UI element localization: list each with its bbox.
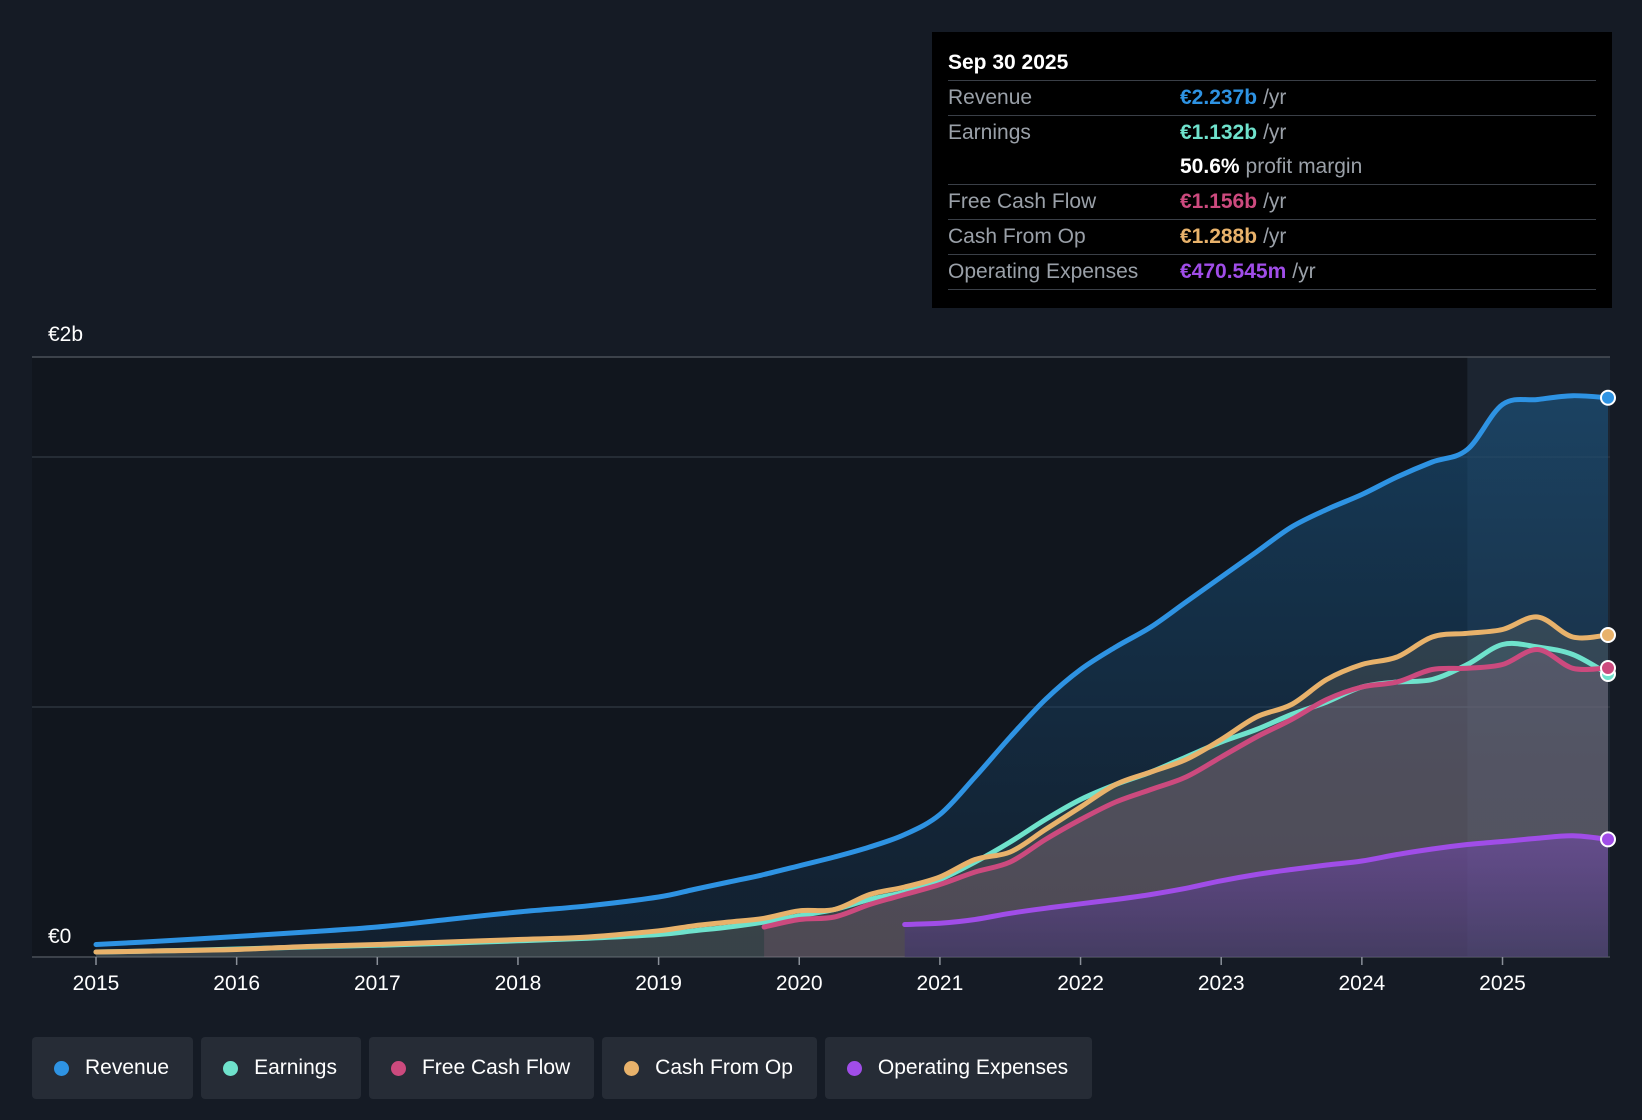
legend-item-cfo[interactable]: Cash From Op bbox=[602, 1037, 817, 1099]
tooltip-fcf-label: Free Cash Flow bbox=[948, 190, 1097, 213]
tooltip-revenue-unit: /yr bbox=[1263, 86, 1287, 109]
tooltip-revenue-value: €2.237b bbox=[1180, 86, 1258, 109]
tooltip-row-revenue: Revenue €2.237b /yr bbox=[948, 80, 1596, 115]
legend-dot-earnings-icon bbox=[223, 1060, 239, 1076]
legend-label-opex: Operating Expenses bbox=[877, 1056, 1069, 1079]
x-tick-label: 2025 bbox=[1479, 972, 1526, 995]
end-marker-revenue bbox=[1600, 389, 1616, 406]
y-tick-label: €2b bbox=[48, 323, 83, 346]
line-fcf bbox=[761, 647, 1611, 930]
legend-label-earnings: Earnings bbox=[254, 1056, 337, 1079]
tooltip-revenue-label: Revenue bbox=[948, 86, 1033, 109]
legend-item-opex[interactable]: Operating Expenses bbox=[824, 1037, 1093, 1099]
tooltip-fcf-unit: /yr bbox=[1263, 190, 1287, 213]
tooltip-earnings-value: €1.132b bbox=[1180, 121, 1258, 144]
x-tick-label: 2019 bbox=[635, 972, 682, 995]
x-tick-label: 2020 bbox=[776, 972, 823, 995]
legend-label-fcf: Free Cash Flow bbox=[421, 1056, 571, 1079]
legend-item-revenue[interactable]: Revenue bbox=[32, 1037, 194, 1099]
y-tick-label: €0 bbox=[48, 925, 71, 948]
legend-dot-fcf-icon bbox=[390, 1060, 406, 1076]
legend-label-cfo: Cash From Op bbox=[655, 1056, 793, 1079]
area-opex bbox=[904, 835, 1608, 957]
legend-dot-cfo-icon bbox=[624, 1060, 640, 1076]
end-marker-fcf bbox=[1600, 660, 1616, 676]
tooltip-row-earnings: Earnings €1.132b /yr bbox=[948, 115, 1596, 150]
tooltip-cfo-label: Cash From Op bbox=[948, 225, 1086, 248]
legend-label-revenue: Revenue bbox=[85, 1056, 170, 1079]
area-cfo bbox=[96, 616, 1608, 957]
legend-dot-opex-icon bbox=[846, 1060, 862, 1076]
legend: Revenue Earnings Free Cash Flow Cash Fro… bbox=[32, 1037, 1100, 1099]
x-tick-label: 2017 bbox=[354, 972, 401, 995]
tooltip-earnings-label: Earnings bbox=[948, 121, 1031, 144]
end-marker-opex bbox=[1600, 831, 1616, 848]
tooltip-row-fcf: Free Cash Flow €1.156b /yr bbox=[948, 184, 1596, 219]
x-tick-label: 2023 bbox=[1198, 972, 1245, 995]
tooltip-opex-label: Operating Expenses bbox=[948, 260, 1139, 283]
tooltip-row-opex: Operating Expenses €470.545m /yr bbox=[948, 254, 1596, 290]
tooltip-earnings-unit: /yr bbox=[1263, 121, 1287, 144]
tooltip-margin-label: profit margin bbox=[1245, 155, 1363, 178]
tooltip-panel: Sep 30 2025 Revenue €2.237b /yr Earnings… bbox=[932, 32, 1612, 308]
x-tick-label: 2016 bbox=[213, 972, 260, 995]
tooltip-cfo-value: €1.288b bbox=[1180, 225, 1258, 248]
line-revenue bbox=[93, 393, 1611, 947]
tooltip-row-margin: 50.6% profit margin bbox=[948, 150, 1596, 184]
x-tick-label: 2022 bbox=[1057, 972, 1104, 995]
legend-dot-revenue-icon bbox=[54, 1060, 69, 1076]
end-marker-cfo bbox=[1600, 627, 1616, 643]
tooltip-opex-value: €470.545m bbox=[1180, 260, 1287, 283]
legend-item-earnings[interactable]: Earnings bbox=[201, 1037, 361, 1099]
tooltip-cfo-unit: /yr bbox=[1263, 225, 1287, 248]
tooltip-margin-value: 50.6% bbox=[1180, 155, 1240, 178]
x-tick-label: 2018 bbox=[495, 972, 542, 995]
line-cfo bbox=[93, 614, 1611, 955]
tooltip-opex-unit: /yr bbox=[1292, 260, 1316, 283]
tooltip-fcf-value: €1.156b bbox=[1180, 190, 1258, 213]
line-opex bbox=[902, 833, 1611, 927]
area-revenue bbox=[96, 395, 1608, 957]
tooltip-row-cfo: Cash From Op €1.288b /yr bbox=[948, 219, 1596, 254]
x-tick-label: 2021 bbox=[917, 972, 964, 995]
x-tick-label: 2015 bbox=[73, 972, 120, 995]
tooltip-date: Sep 30 2025 bbox=[948, 51, 1069, 74]
legend-item-fcf[interactable]: Free Cash Flow bbox=[368, 1037, 595, 1099]
x-tick-label: 2024 bbox=[1339, 972, 1386, 995]
